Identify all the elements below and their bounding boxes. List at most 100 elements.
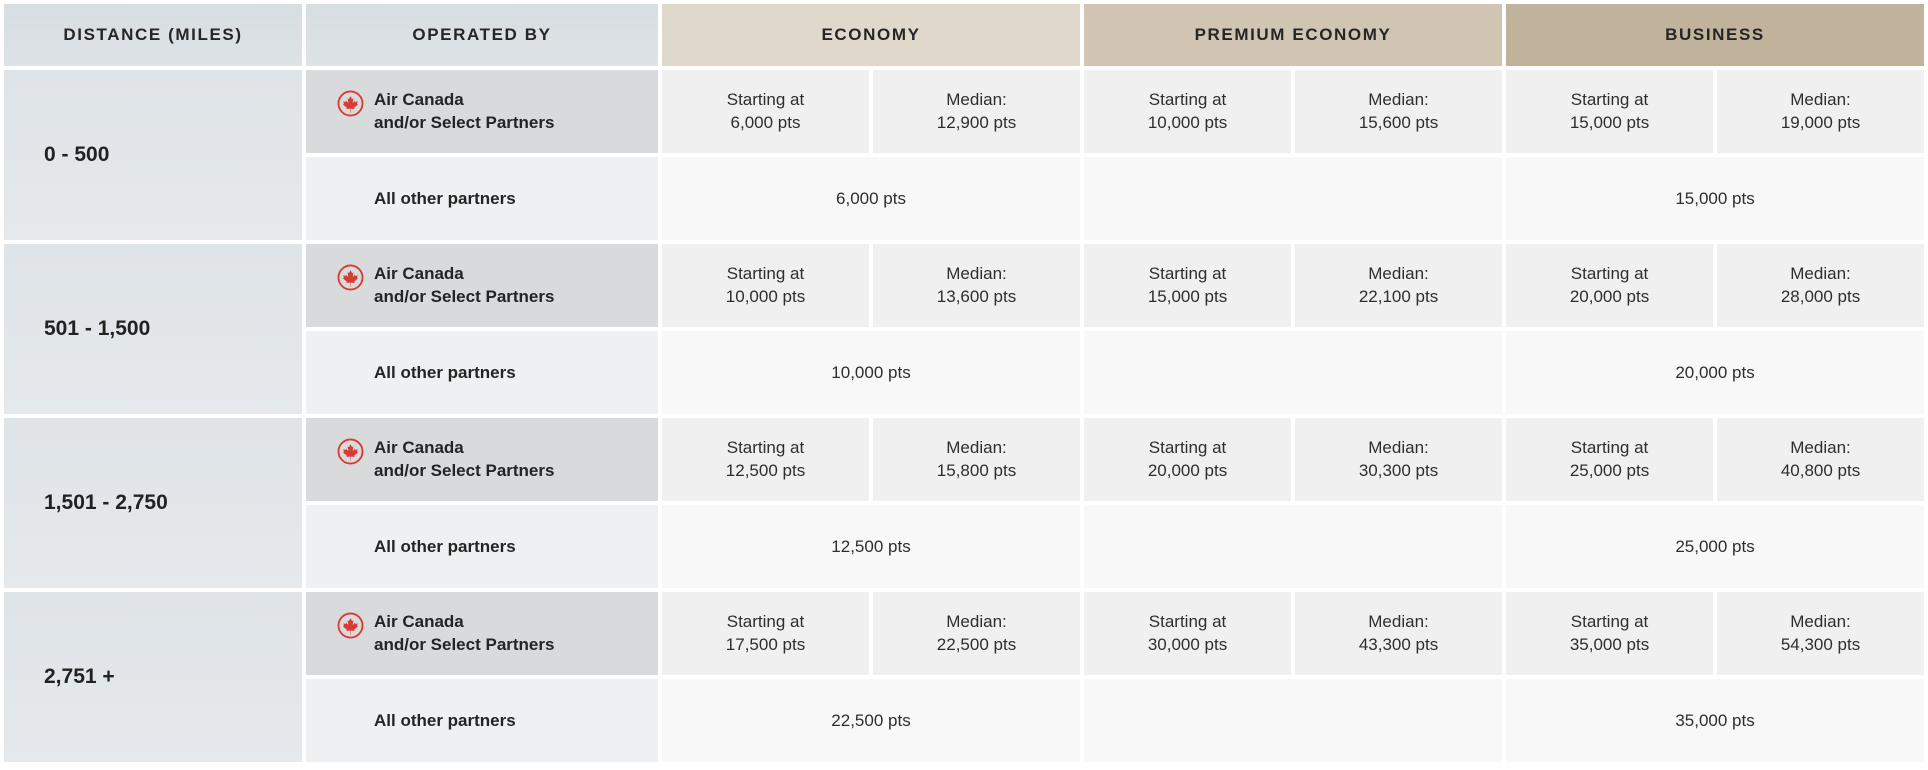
value-label: Median: (1368, 437, 1429, 457)
value-points: 20,000 pts (1147, 460, 1228, 480)
operator-other-partners-cell: All other partners (306, 679, 658, 762)
operator-air-canada-label: Air Canada and/or Select Partners (374, 611, 554, 656)
premium-economy-starting-cell: Starting at 10,000 pts (1084, 70, 1292, 153)
business-starting-cell: Starting at 35,000 pts (1506, 592, 1714, 675)
value-label: Starting at (1570, 611, 1649, 631)
value-label: Median: (1790, 437, 1851, 457)
value-points: 20,000 pts (1569, 286, 1650, 306)
table-row-other-partners: All other partners 12,500 pts 25,000 pts (4, 505, 1925, 588)
air-canada-roundel-maple-leaf-icon (337, 264, 364, 291)
premium-economy-starting-cell: Starting at 20,000 pts (1084, 418, 1292, 501)
value-label: Starting at (726, 89, 805, 109)
value-points: 54,300 pts (1780, 634, 1861, 654)
economy-other-partners-cell: 12,500 pts (662, 505, 1081, 588)
operator-air-canada-cell: Air Canada and/or Select Partners (306, 592, 658, 675)
economy-starting-cell: Starting at 17,500 pts (662, 592, 869, 675)
value-points: 25,000 pts (1569, 460, 1650, 480)
operator-air-canada-line2: and/or Select Partners (374, 286, 555, 306)
value-label: Median: (1368, 263, 1429, 283)
operator-other-partners-cell: All other partners (306, 505, 658, 588)
value-points: 43,300 pts (1358, 634, 1439, 654)
operator-air-canada-line1: Air Canada (374, 438, 464, 458)
premium-economy-other-partners-cell (1084, 505, 1503, 588)
header-operated-by: OPERATED BY (306, 4, 658, 66)
value-points: 35,000 pts (1569, 634, 1650, 654)
table-row-ac: 0 - 500 Air Canada and/or Select Partner… (4, 70, 1925, 240)
distance-band-label: 2,751 + (4, 592, 302, 762)
value-label: Median: (946, 263, 1007, 283)
value-label: Starting at (1570, 263, 1649, 283)
value-label: Median: (1790, 263, 1851, 283)
operator-air-canada-line1: Air Canada (374, 264, 464, 284)
operator-air-canada-cell: Air Canada and/or Select Partners (306, 244, 658, 327)
value-label: Median: (1790, 611, 1851, 631)
value-points: 40,800 pts (1780, 460, 1861, 480)
value-label: Median: (946, 611, 1007, 631)
value-points: 12,900 pts (936, 112, 1017, 132)
header-row: DISTANCE (MILES) OPERATED BY ECONOMY PRE… (4, 4, 1925, 66)
value-points: 10,000 pts (1147, 112, 1228, 132)
premium-economy-other-partners-cell (1084, 679, 1503, 762)
value-points: 15,600 pts (1358, 112, 1439, 132)
business-starting-cell: Starting at 15,000 pts (1506, 70, 1714, 153)
value-points: 15,800 pts (936, 460, 1017, 480)
business-other-partners-cell: 20,000 pts (1506, 331, 1925, 414)
value-label: Median: (1790, 89, 1851, 109)
economy-median-cell: Median: 15,800 pts (873, 418, 1081, 501)
value-points: 30,300 pts (1358, 460, 1439, 480)
value-points: 15,000 pts (1569, 112, 1650, 132)
operator-air-canada-line2: and/or Select Partners (374, 460, 555, 480)
table-row-other-partners: All other partners 22,500 pts 35,000 pts (4, 679, 1925, 762)
business-other-partners-cell: 25,000 pts (1506, 505, 1925, 588)
value-points: 19,000 pts (1780, 112, 1861, 132)
value-label: Median: (946, 89, 1007, 109)
table-row-ac: 501 - 1,500 Air Canada and/or Select Par… (4, 244, 1925, 414)
business-median-cell: Median: 19,000 pts (1717, 70, 1925, 153)
header-premium-economy: PREMIUM ECONOMY (1084, 4, 1503, 66)
economy-other-partners-cell: 22,500 pts (662, 679, 1081, 762)
header-economy: ECONOMY (662, 4, 1081, 66)
value-label: Median: (946, 437, 1007, 457)
air-canada-roundel-maple-leaf-icon (337, 438, 364, 465)
value-label: Starting at (1148, 89, 1227, 109)
operator-air-canada-line2: and/or Select Partners (374, 112, 555, 132)
economy-other-partners-cell: 6,000 pts (662, 157, 1081, 240)
value-points: 15,000 pts (1147, 286, 1228, 306)
economy-starting-cell: Starting at 10,000 pts (662, 244, 869, 327)
operator-other-partners-cell: All other partners (306, 157, 658, 240)
value-points: 30,000 pts (1147, 634, 1228, 654)
economy-starting-cell: Starting at 12,500 pts (662, 418, 869, 501)
premium-economy-starting-cell: Starting at 30,000 pts (1084, 592, 1292, 675)
business-median-cell: Median: 28,000 pts (1717, 244, 1925, 327)
value-label: Starting at (726, 437, 805, 457)
header-distance: DISTANCE (MILES) (4, 4, 302, 66)
value-points: 10,000 pts (725, 286, 806, 306)
value-label: Starting at (1570, 89, 1649, 109)
value-points: 17,500 pts (725, 634, 806, 654)
value-label: Starting at (1570, 437, 1649, 457)
economy-median-cell: Median: 22,500 pts (873, 592, 1081, 675)
economy-median-cell: Median: 12,900 pts (873, 70, 1081, 153)
business-starting-cell: Starting at 25,000 pts (1506, 418, 1714, 501)
value-points: 28,000 pts (1780, 286, 1861, 306)
operator-air-canada-cell: Air Canada and/or Select Partners (306, 418, 658, 501)
premium-economy-other-partners-cell (1084, 157, 1503, 240)
value-label: Starting at (726, 611, 805, 631)
business-other-partners-cell: 15,000 pts (1506, 157, 1925, 240)
business-median-cell: Median: 54,300 pts (1717, 592, 1925, 675)
value-label: Starting at (1148, 263, 1227, 283)
value-label: Starting at (1148, 611, 1227, 631)
economy-other-partners-cell: 10,000 pts (662, 331, 1081, 414)
value-points: 22,100 pts (1358, 286, 1439, 306)
operator-air-canada-cell: Air Canada and/or Select Partners (306, 70, 658, 153)
header-business: BUSINESS (1506, 4, 1925, 66)
operator-air-canada-label: Air Canada and/or Select Partners (374, 263, 554, 308)
premium-economy-starting-cell: Starting at 15,000 pts (1084, 244, 1292, 327)
operator-other-partners-cell: All other partners (306, 331, 658, 414)
air-canada-roundel-maple-leaf-icon (337, 612, 364, 639)
premium-economy-median-cell: Median: 22,100 pts (1295, 244, 1503, 327)
value-label: Median: (1368, 611, 1429, 631)
operator-air-canada-label: Air Canada and/or Select Partners (374, 89, 554, 134)
table-row-ac: 1,501 - 2,750 Air Canada and/or Select P… (4, 418, 1925, 588)
